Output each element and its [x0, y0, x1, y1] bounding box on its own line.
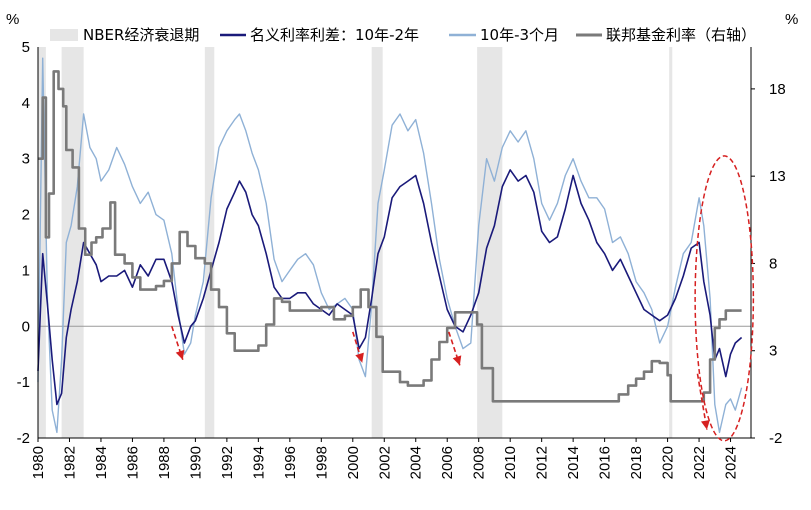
x-tick-label: 1992	[219, 446, 236, 479]
annotation-arrow-2	[448, 331, 461, 366]
legend-swatch-recession	[50, 29, 78, 41]
x-tick-label: 1990	[187, 446, 204, 479]
x-tick-label: 2006	[439, 446, 456, 479]
recession-band-5	[669, 47, 673, 438]
recession-band-2	[204, 47, 215, 438]
annotation-arrow-3	[696, 373, 708, 430]
x-tick-label: 1998	[313, 446, 330, 479]
x-tick-label: 2010	[502, 446, 519, 479]
left-tick-label: 0	[22, 318, 30, 335]
x-tick-label: 1982	[62, 446, 79, 479]
left-tick-label: 3	[22, 151, 30, 168]
recession-band-3	[371, 47, 383, 438]
right-tick-label: 18	[769, 81, 786, 98]
x-tick-label: 1996	[282, 446, 299, 479]
recession-band-4	[477, 47, 503, 438]
x-tick-label: 1988	[156, 446, 173, 479]
x-tick-label: 1994	[250, 446, 267, 479]
x-tick-label: 2016	[597, 446, 614, 479]
x-tick-label: 1980	[30, 446, 47, 479]
left-tick-label: -2	[17, 430, 30, 447]
left-tick-label: 1	[22, 262, 30, 279]
legend-label-recession: NBER经济衰退期	[83, 26, 199, 44]
left-tick-label: 5	[22, 39, 30, 56]
left-tick-label: 4	[22, 95, 30, 112]
annotation-arrowhead-2	[452, 355, 462, 366]
x-tick-label: 2020	[660, 446, 677, 479]
recession-bands	[38, 47, 673, 438]
x-tick-label: 2022	[691, 446, 708, 479]
x-tick-label: 2014	[565, 446, 582, 479]
right-tick-label: 13	[769, 168, 786, 185]
legend: NBER经济衰退期 名义利率利差：10年-2年 10年-3个月 联邦基金利率（右…	[50, 26, 756, 44]
series-line-spread-10y3m	[37, 57, 743, 434]
x-tick-label: 2018	[628, 446, 645, 479]
series-line-spread-10y2y	[37, 169, 743, 406]
left-axis-unit: %	[6, 11, 19, 28]
x-tick-label: 2000	[345, 446, 362, 479]
annotation-arrowhead-1	[355, 352, 364, 363]
legend-label-spread-10y2y: 名义利率利差：10年-2年	[250, 26, 419, 44]
right-tick-label: 3	[769, 343, 777, 360]
annotation-ellipse	[694, 155, 755, 442]
annotations	[171, 155, 755, 442]
x-tick-label: 1984	[93, 446, 110, 479]
legend-label-spread-10y3m: 10年-3个月	[480, 26, 559, 44]
left-tick-label: -1	[17, 374, 30, 391]
x-tick-label: 2012	[534, 446, 551, 479]
series-line-fed-funds	[38, 70, 742, 403]
annotation-arrow-0	[171, 326, 184, 361]
series-lines	[37, 57, 743, 434]
right-tick-label: 8	[769, 255, 777, 272]
right-axis-unit: %	[785, 11, 798, 28]
x-tick-label: 1986	[124, 446, 141, 479]
x-tick-label: 2024	[723, 446, 740, 479]
recession-band-0	[38, 47, 46, 438]
annotation-arrowhead-0	[175, 349, 185, 360]
annotation-arrowhead-3	[700, 419, 710, 430]
legend-label-fed-funds: 联邦基金利率（右轴）	[606, 26, 756, 44]
x-tick-label: 2008	[471, 446, 488, 479]
right-tick-label: -2	[769, 430, 782, 447]
left-tick-label: 2	[22, 207, 30, 224]
x-tick-label: 2004	[408, 446, 425, 479]
x-tick-label: 2002	[376, 446, 393, 479]
